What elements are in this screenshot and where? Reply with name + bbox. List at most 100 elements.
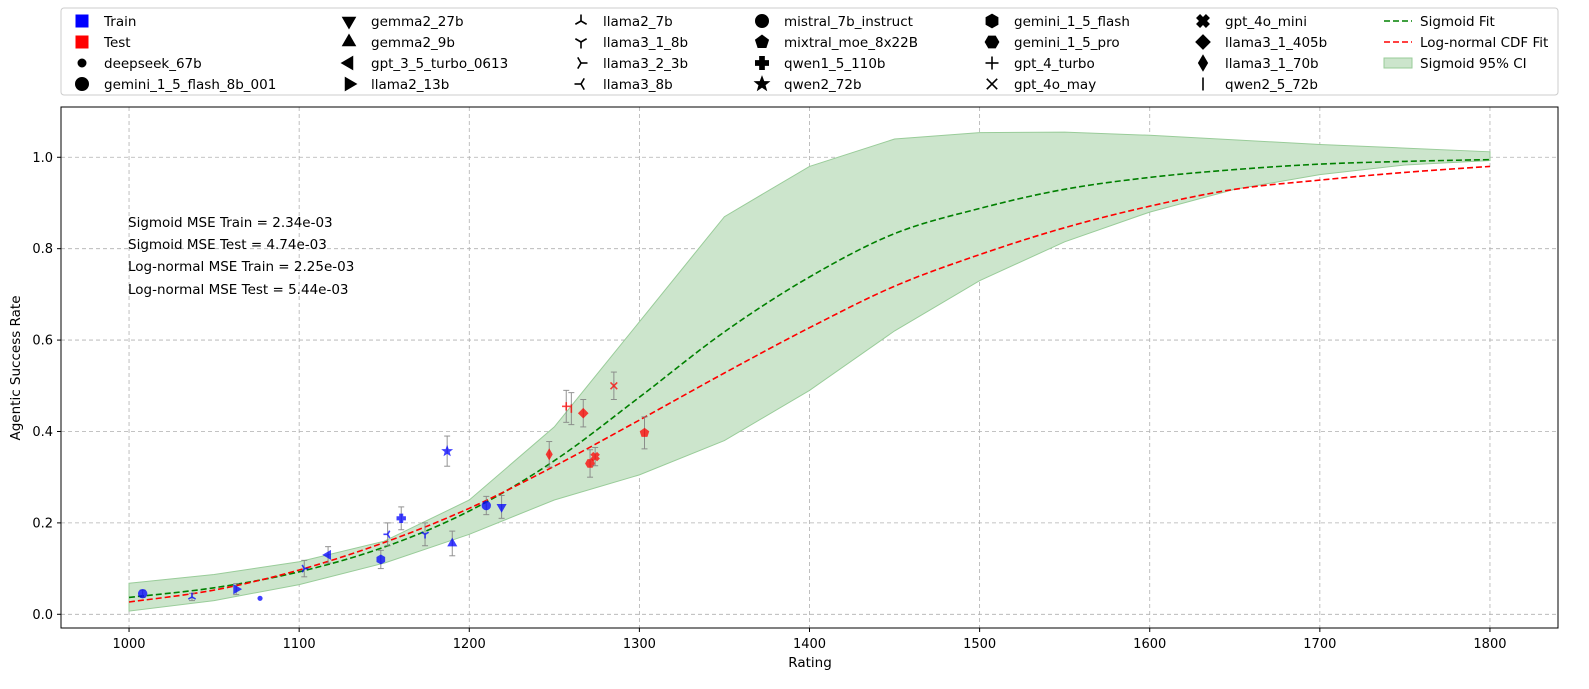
legend-marker bbox=[341, 16, 357, 30]
x-tick-label: 1700 bbox=[1303, 637, 1336, 652]
legend-label: gpt_3_5_turbo_0613 bbox=[371, 56, 508, 72]
x-tick-label: 1500 bbox=[963, 637, 996, 652]
legend-item: qwen2_72b bbox=[753, 75, 862, 93]
legend-box bbox=[60, 7, 1559, 96]
legend-item: gemma2_9b bbox=[341, 33, 455, 51]
data-point-llama3_1_8b bbox=[421, 531, 430, 539]
x-tick-label: 1200 bbox=[453, 637, 486, 652]
legend-label: llama3_2_3b bbox=[603, 56, 688, 72]
legend-label: mixtral_moe_8x22B bbox=[784, 35, 918, 51]
legend-label: gemini_1_5_flash bbox=[1014, 14, 1130, 30]
legend-marker bbox=[77, 58, 87, 68]
legend-item: llama3_2_3b bbox=[577, 56, 688, 72]
legend-marker bbox=[75, 77, 89, 91]
y-tick-label: 0.8 bbox=[32, 242, 53, 257]
x-tick-label: 1000 bbox=[112, 637, 145, 652]
legend-label: gemma2_27b bbox=[371, 14, 464, 30]
legend-marker bbox=[574, 14, 588, 25]
y-tick-label: 1.0 bbox=[32, 151, 53, 166]
legend-marker bbox=[574, 38, 588, 49]
annotation-sigmoid-train: Sigmoid MSE Train = 2.34e-03 bbox=[128, 215, 333, 231]
annotation-lognormal-train: Log-normal MSE Train = 2.25e-03 bbox=[128, 259, 354, 275]
legend-marker bbox=[755, 56, 769, 70]
legend-item: Test bbox=[75, 35, 131, 51]
x-tick-label: 1300 bbox=[623, 637, 656, 652]
legend-item: Sigmoid 95% CI bbox=[1383, 56, 1527, 72]
legend-item: gemini_1_5_flash bbox=[985, 13, 1130, 30]
y-tick-label: 0.2 bbox=[32, 516, 53, 531]
y-tick-label: 0.4 bbox=[32, 425, 53, 440]
legend-label: gemini_1_5_flash_8b_001 bbox=[104, 77, 276, 93]
legend-label: llama3_1_8b bbox=[603, 35, 688, 51]
legend-item: gpt_4_turbo bbox=[985, 56, 1095, 72]
legend-item: llama3_1_70b bbox=[1197, 54, 1319, 72]
y-tick-label: 0.0 bbox=[32, 608, 53, 623]
legend-marker bbox=[753, 75, 771, 92]
data-point-deepseek_67b bbox=[257, 595, 263, 601]
data-point-llama2_13b bbox=[233, 584, 243, 595]
data-point-qwen2_72b bbox=[441, 444, 454, 457]
legend-label: mistral_7b_instruct bbox=[784, 14, 913, 30]
data-point-gpt_3_5_turbo_0613 bbox=[322, 549, 331, 560]
legend-item: llama2_7b bbox=[574, 14, 673, 30]
legend-label: qwen2_5_72b bbox=[1225, 77, 1318, 93]
data-point-gemma2_27b bbox=[496, 503, 507, 513]
data-point-mistral_7b_instruct bbox=[481, 500, 491, 511]
data-point-mixtral_moe_8x22B bbox=[639, 427, 650, 437]
x-tick-label: 1800 bbox=[1473, 637, 1506, 652]
legend-item: deepseek_67b bbox=[77, 56, 202, 72]
legend-item: gemini_1_5_pro bbox=[984, 35, 1120, 51]
data-point-gpt_4o_mini bbox=[590, 451, 600, 462]
y-tick-label: 0.6 bbox=[32, 334, 53, 349]
legend-item: gpt_4o_mini bbox=[1196, 14, 1307, 30]
legend-marker bbox=[986, 78, 998, 90]
legend-marker bbox=[984, 35, 1000, 49]
ci-band bbox=[128, 131, 1491, 612]
legend-item: Train bbox=[75, 14, 136, 30]
data-point-llama2_7b bbox=[187, 592, 197, 600]
legend-marker bbox=[1197, 54, 1209, 72]
legend-label: Log-normal CDF Fit bbox=[1420, 35, 1548, 51]
legend-marker bbox=[574, 77, 585, 91]
data-point-gemma2_9b bbox=[447, 537, 458, 547]
annotation-sigmoid-test: Sigmoid MSE Test = 4.74e-03 bbox=[128, 237, 327, 253]
legend-item: Sigmoid Fit bbox=[1384, 14, 1495, 30]
legend: Train Test deepseek_67b gemini_1_5_flash_8b… bbox=[60, 7, 1559, 96]
data-point-qwen1_5_110b bbox=[396, 513, 406, 524]
legend-label: Train bbox=[103, 14, 136, 30]
legend-item: mistral_7b_instruct bbox=[755, 14, 913, 30]
data-point-llama3_2_3b bbox=[301, 564, 309, 573]
legend-patch bbox=[1383, 57, 1413, 69]
legend-item: llama2_13b bbox=[344, 76, 449, 93]
legend-marker bbox=[1195, 34, 1211, 50]
legend-label: deepseek_67b bbox=[104, 56, 202, 72]
legend-marker bbox=[985, 56, 999, 70]
legend-marker bbox=[577, 56, 588, 70]
x-tick-label: 1400 bbox=[793, 637, 826, 652]
x-axis-label: Rating bbox=[788, 655, 832, 671]
annotation-lognormal-test: Log-normal MSE Test = 5.44e-03 bbox=[128, 282, 349, 298]
legend-label: Sigmoid 95% CI bbox=[1420, 56, 1527, 72]
legend-marker bbox=[341, 33, 357, 47]
legend-item: gemma2_27b bbox=[341, 14, 464, 30]
data-point-gemini_1_5_flash bbox=[376, 554, 386, 565]
fit-lines-layer bbox=[128, 158, 1491, 603]
legend-marker bbox=[755, 14, 769, 28]
legend-label: Test bbox=[103, 35, 131, 51]
x-tick-label: 1600 bbox=[1133, 637, 1166, 652]
legend-label: llama2_7b bbox=[603, 14, 673, 30]
ci-band-layer bbox=[128, 131, 1491, 612]
legend-marker bbox=[754, 34, 770, 49]
legend-item: mixtral_moe_8x22B bbox=[754, 34, 918, 51]
legend-label: llama3_1_70b bbox=[1225, 56, 1319, 72]
data-point-llama3_8b bbox=[383, 530, 391, 539]
legend-item: qwen1_5_110b bbox=[755, 56, 886, 72]
annotations: Sigmoid MSE Train = 2.34e-03 Sigmoid MSE… bbox=[128, 215, 354, 298]
legend-label: llama3_8b bbox=[603, 77, 673, 93]
legend-item: Log-normal CDF Fit bbox=[1384, 35, 1548, 51]
legend-marker bbox=[344, 76, 358, 92]
data-point-gpt_4o_may bbox=[609, 381, 618, 390]
lognormal-fit-line bbox=[128, 165, 1491, 603]
legend-item: llama3_8b bbox=[574, 77, 673, 93]
x-tick-label: 1100 bbox=[283, 637, 316, 652]
